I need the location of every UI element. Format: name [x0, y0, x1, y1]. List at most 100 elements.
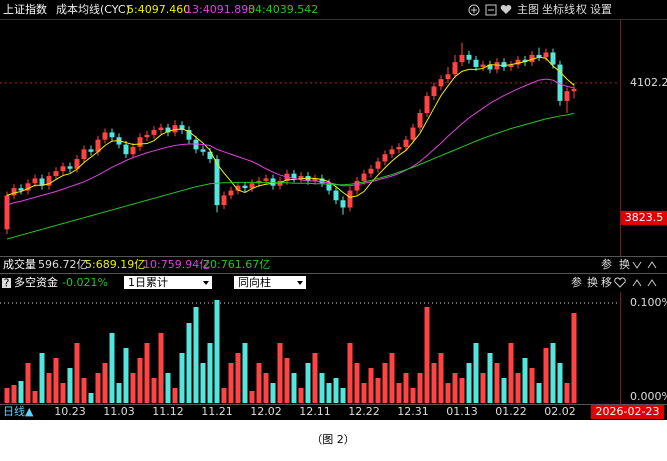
- bar: [375, 378, 381, 403]
- bar: [536, 383, 542, 403]
- bar: [81, 378, 87, 403]
- favorite-icon[interactable]: [614, 277, 626, 288]
- dropdown-text[interactable]: 同向柱: [238, 275, 271, 289]
- dropdown-arrow[interactable]: [203, 281, 209, 285]
- candle-body: [137, 137, 143, 147]
- bar: [396, 383, 402, 403]
- cursor-date-box: [591, 405, 664, 419]
- bar: [88, 393, 94, 403]
- candle-body: [508, 64, 514, 67]
- volume-legend: 20:761.67亿: [203, 258, 270, 271]
- help-icon-text[interactable]: ?: [4, 277, 10, 290]
- bar: [361, 383, 367, 403]
- candle-body: [424, 96, 430, 114]
- candle-body: [354, 180, 360, 191]
- collapse-icon[interactable]: [632, 279, 642, 287]
- bar: [508, 343, 514, 403]
- candle-body: [361, 173, 367, 181]
- candle-body: [459, 54, 465, 63]
- bar: [312, 353, 318, 403]
- dropdown[interactable]: [234, 276, 306, 289]
- panel-tool[interactable]: 换: [619, 257, 630, 271]
- candle-body: [172, 125, 178, 133]
- zoom-in-icon[interactable]: [468, 4, 480, 16]
- bar: [235, 353, 241, 403]
- x-tick-label: 12.31: [397, 405, 429, 418]
- bar: [403, 373, 409, 403]
- candle-body: [564, 91, 570, 101]
- expand-icon[interactable]: [632, 261, 642, 269]
- candle-body: [494, 62, 500, 70]
- bar: [550, 343, 556, 403]
- candle-body: [480, 64, 486, 67]
- bar: [207, 343, 213, 403]
- y-tick-label: 0.100%: [630, 296, 667, 309]
- x-tick-label: 11.12: [152, 405, 184, 418]
- x-tick-label: 01.13: [446, 405, 478, 418]
- candle-body: [291, 173, 297, 179]
- legend-entry: 5:4097.460: [127, 3, 190, 16]
- bar: [459, 378, 465, 403]
- bar: [410, 388, 416, 403]
- candle-body: [249, 183, 255, 189]
- candle-body: [389, 149, 395, 155]
- dropdown[interactable]: [124, 276, 212, 289]
- bar: [543, 348, 549, 403]
- caption: （图 2）: [311, 433, 355, 446]
- panel-tool[interactable]: 换: [587, 275, 598, 289]
- toolbar-button[interactable]: 主图: [517, 3, 539, 16]
- candle-body: [522, 59, 528, 63]
- bar: [571, 313, 577, 403]
- candle-body: [319, 178, 325, 184]
- bar: [11, 385, 17, 403]
- candle-body: [207, 151, 213, 160]
- bar: [144, 343, 150, 403]
- candle-body: [53, 171, 59, 177]
- candle-body: [466, 54, 472, 60]
- candle-body: [151, 129, 157, 135]
- candle-body: [403, 139, 409, 147]
- bar: [123, 348, 129, 403]
- toolbar-button[interactable]: 权: [576, 3, 587, 16]
- favorite-icon[interactable]: [500, 4, 512, 14]
- dropdown-arrow[interactable]: [297, 281, 303, 285]
- bar: [284, 358, 290, 403]
- bar: [151, 378, 157, 403]
- collapse-icon[interactable]: [647, 261, 657, 269]
- collapse-icon[interactable]: [647, 279, 657, 287]
- candle-body: [74, 159, 80, 169]
- bar: [354, 363, 360, 403]
- bar: [67, 368, 73, 403]
- cursor-date: 2026-02-23: [596, 405, 660, 418]
- bar: [466, 363, 472, 403]
- toolbar-button[interactable]: 坐标线: [542, 2, 575, 16]
- panel-tool[interactable]: 参: [571, 275, 582, 289]
- panel-tool[interactable]: 移: [601, 276, 612, 289]
- x-tick-label: 12.11: [299, 405, 331, 418]
- bar: [480, 373, 486, 403]
- y-tick-label: 0.000%: [630, 390, 667, 403]
- dropdown-text[interactable]: 1日累计: [128, 276, 168, 289]
- bar: [165, 373, 171, 403]
- candle-body: [536, 54, 542, 58]
- bar: [298, 388, 304, 403]
- bar: [515, 373, 521, 403]
- candle-body: [165, 127, 171, 133]
- candle-body: [235, 185, 241, 191]
- bar: [109, 333, 115, 403]
- candle-body: [81, 149, 87, 160]
- panel-tool[interactable]: 参: [601, 257, 612, 271]
- x-tick-label: 02.02: [544, 405, 576, 418]
- zoom-out-icon[interactable]: [485, 4, 497, 16]
- candle-body: [130, 146, 136, 155]
- toolbar-button[interactable]: 设置: [590, 3, 612, 16]
- help-icon[interactable]: [2, 278, 11, 288]
- bar: [95, 373, 101, 403]
- volume-legend: 5:689.19亿: [85, 258, 145, 271]
- bar: [32, 391, 38, 403]
- x-tick-label: 10.23: [54, 405, 86, 418]
- period-label[interactable]: 日线▲: [3, 404, 34, 418]
- bar: [270, 383, 276, 403]
- bar: [179, 353, 185, 403]
- bar: [473, 343, 479, 403]
